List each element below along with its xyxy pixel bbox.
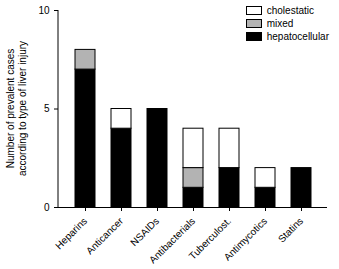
svg-text:Antimycotics: Antimycotics (222, 215, 269, 262)
svg-text:Tuberculost.: Tuberculost. (186, 215, 234, 262)
svg-text:Number of prevalent casesaccor: Number of prevalent casesaccording to ty… (5, 41, 28, 176)
svg-text:Anticancer: Anticancer (84, 215, 126, 257)
html-text:cholestatic: cholestatic (266, 5, 314, 16)
svg-text:5: 5 (44, 103, 50, 114)
html-text:hepatocellular: hepatocellular (266, 31, 329, 42)
svg-text:10: 10 (38, 5, 50, 16)
svg-text:NSAIDs: NSAIDs (128, 215, 161, 248)
svg-text:Heparins: Heparins (53, 215, 89, 251)
svg-text:Antibacterials: Antibacterials (147, 215, 198, 266)
html-text:mixed: mixed (266, 18, 294, 29)
svg-text:0: 0 (44, 202, 50, 213)
svg-text:Statins: Statins (276, 215, 305, 244)
